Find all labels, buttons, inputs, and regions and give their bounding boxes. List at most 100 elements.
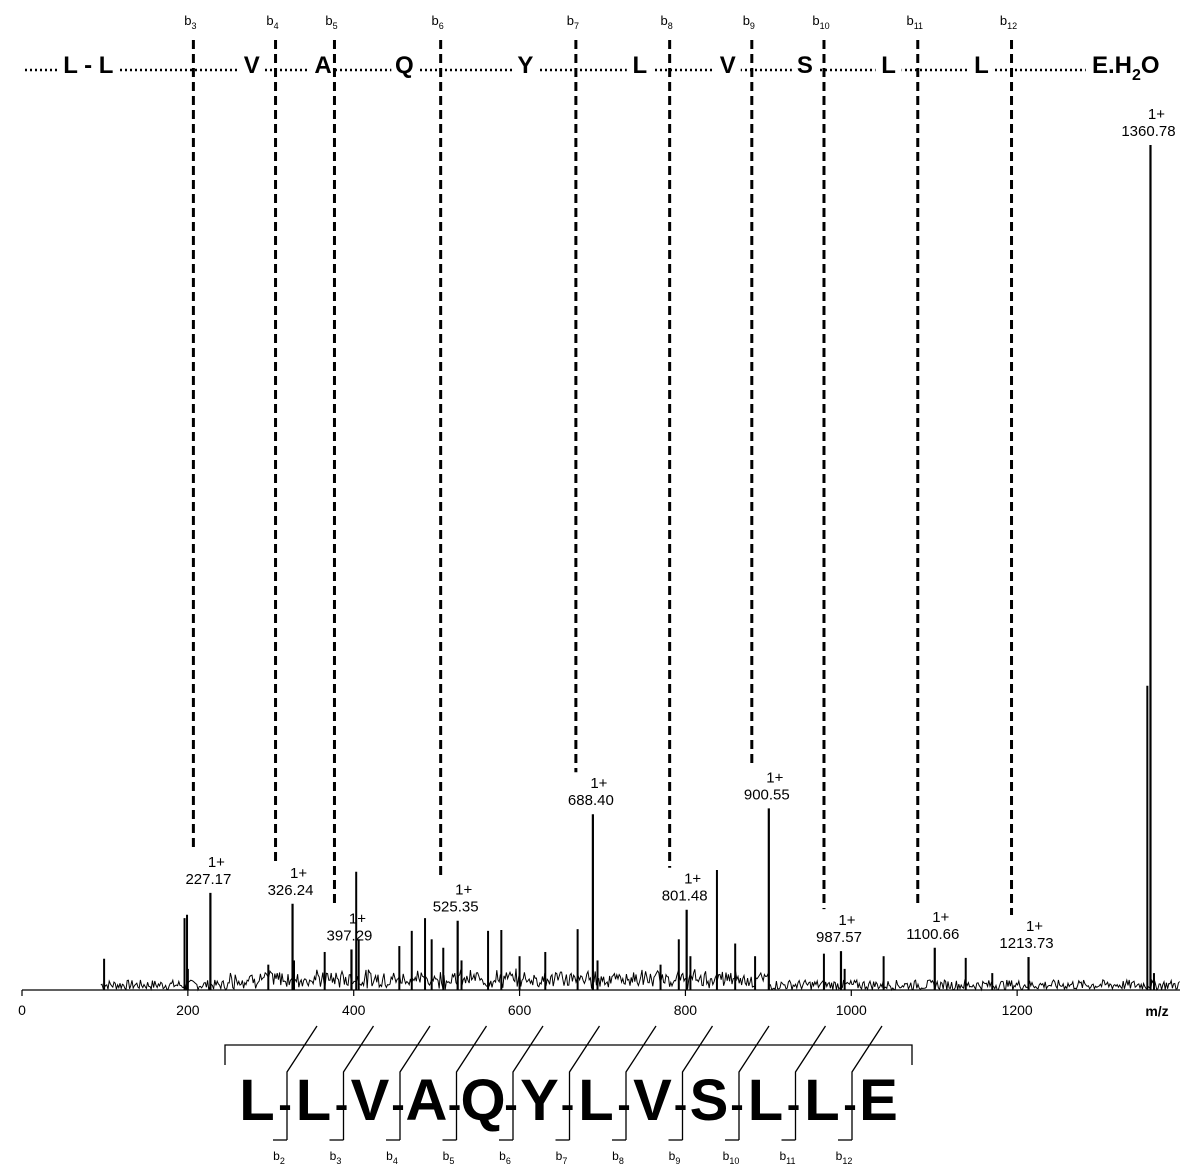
peak-charge-label: 1+ (349, 910, 366, 927)
b-ion-top-label: b11 (906, 13, 923, 31)
peak-charge-label: 1+ (684, 871, 701, 888)
peak-charge-label: 1+ (290, 865, 307, 882)
b-ion-top-label: b7 (567, 13, 579, 31)
peak-mz-label: 688.40 (568, 792, 614, 809)
peak-charge-label: 1+ (766, 769, 783, 786)
fragment-cleavage-line (286, 1025, 318, 1140)
peptide-bond-dash: - (787, 1083, 800, 1127)
noise-baseline (100, 968, 1180, 992)
b-ion-bottom-label: b11 (779, 1149, 795, 1166)
peptide-bond-dash: - (674, 1083, 687, 1127)
peptide-bond-dash: - (561, 1083, 574, 1127)
fragment-cleavage-line (794, 1025, 827, 1140)
ladder-residue-backdrop (310, 52, 337, 80)
peptide-residue: A (406, 1068, 448, 1133)
x-tick-label: 800 (674, 1002, 698, 1018)
b-ion-bottom-label: b4 (386, 1149, 398, 1166)
ladder-residue-backdrop (238, 52, 265, 80)
b-ion-bottom-label: b7 (556, 1149, 568, 1166)
x-axis-label: m/z (1145, 1003, 1168, 1019)
ladder-residue-backdrop (1085, 52, 1166, 80)
b-ion-guide-lines: b3 b4 b5 b6 b7 b8 b9 b10 b11 b12 (184, 13, 1017, 916)
x-tick-label: 1200 (1002, 1002, 1033, 1018)
b-ion-top-label: b9 (743, 13, 755, 31)
ladder-residue-backdrop (714, 52, 741, 80)
peptide-residue: L (748, 1068, 783, 1133)
fragment-cleavage-line (851, 1025, 883, 1140)
b-ion-top-label: b10 (812, 13, 829, 31)
peptide-residue: V (351, 1068, 390, 1133)
x-tick-label: 200 (176, 1002, 200, 1018)
ladder-residue: S (797, 52, 813, 79)
b-ion-top-label: b8 (661, 13, 673, 31)
b-ion-bottom-label: b10 (723, 1149, 740, 1166)
b-ion-bottom-label: b9 (669, 1149, 681, 1166)
b-ion-bottom-label: b2 (273, 1149, 285, 1166)
fragment-cleavage-line (342, 1025, 375, 1140)
peptide-bond-dash: - (730, 1083, 743, 1127)
peak-mz-label: 227.17 (185, 871, 231, 888)
peptide-residue: V (633, 1068, 672, 1133)
b-ion-bottom-label: b3 (330, 1149, 342, 1166)
fragment-cleavage-line (455, 1025, 488, 1140)
peak-charge-label: 1+ (1026, 918, 1043, 935)
peptide-residue: Q (460, 1068, 505, 1133)
b-ion-bottom-label: b5 (443, 1149, 455, 1166)
x-tick-label: 1000 (836, 1002, 867, 1018)
peptide-residue: L (804, 1068, 839, 1133)
peak-charge-label: 1+ (932, 909, 949, 926)
peak-mz-label: 326.24 (268, 882, 314, 899)
peptide-bond-dash: - (278, 1083, 291, 1127)
peptide-residue: S (690, 1068, 729, 1133)
x-axis: m/z 0 200 400 600 800 1000 1200 (18, 989, 1180, 1019)
ladder-residue: L - L (63, 52, 113, 79)
ladder-residue-backdrop (968, 52, 995, 80)
peptide-bond-dash: - (504, 1083, 517, 1127)
ladder-residue-backdrop (791, 52, 818, 80)
b-ion-top-label: b4 (266, 13, 278, 31)
peptide-residue: L (296, 1068, 331, 1133)
peak-mz-label: 801.48 (662, 888, 708, 905)
ladder-residue: L (632, 52, 647, 79)
fragment-cleavage-line (738, 1025, 770, 1140)
ladder-residue: V (720, 52, 736, 79)
peptide-bond-dash: - (335, 1083, 348, 1127)
x-tick-label: 400 (342, 1002, 366, 1018)
ladder-residue-backdrop (626, 52, 653, 80)
x-tick-label: 0 (18, 1002, 26, 1018)
ladder-residue: L (881, 52, 896, 79)
ladder-residue: V (244, 52, 260, 79)
ladder-residue: Y (517, 52, 533, 79)
b-ion-top-label: b5 (325, 13, 337, 31)
peptide-bond-dash: - (391, 1083, 404, 1127)
ladder-residue-backdrop (57, 52, 120, 80)
fragment-cleavage-line (681, 1025, 714, 1140)
x-tick-label: 600 (508, 1002, 532, 1018)
peak-mz-label: 1213.73 (999, 935, 1053, 952)
peak-mz-label: 397.29 (327, 927, 373, 944)
fragment-cleavage-line (568, 1025, 601, 1140)
b-ion-top-label: b12 (1000, 13, 1017, 31)
ladder-residue: E.H2O (1092, 52, 1160, 84)
peak-mz-label: 900.55 (744, 786, 790, 803)
peptide-bracket (224, 1044, 913, 1065)
ladder-residue-backdrop (512, 52, 539, 80)
ladder-residue-backdrop (391, 52, 418, 80)
fragment-cleavage-line (399, 1025, 431, 1140)
peptide-residue: L (578, 1068, 613, 1133)
b-ion-top-label: b3 (184, 13, 196, 31)
fragment-cleavage-line (512, 1025, 544, 1140)
peak-mz-label: 987.57 (816, 929, 862, 946)
ladder-residue: L (974, 52, 989, 79)
peak-mz-label: 525.35 (433, 899, 479, 916)
peak-charge-label: 1+ (590, 775, 607, 792)
b-ion-bottom-label: b12 (836, 1149, 853, 1166)
ladder-residue: Q (395, 52, 414, 79)
peak-mz-label: 1360.78 (1121, 123, 1175, 140)
peptide-fragment-diagram: L L V A Q Y L V S L L E-b2-b3-b4-b5-b6-b7-b8-b9-b10… (224, 1025, 913, 1166)
peak-charge-label: 1+ (1148, 106, 1165, 123)
b-ion-bottom-label: b8 (612, 1149, 624, 1166)
fragment-cleavage-line (625, 1025, 657, 1140)
peaks: 1+227.17 1+326.241+397.291+525.351+688.40… (103, 106, 1176, 990)
peptide-residue: E (859, 1068, 898, 1133)
